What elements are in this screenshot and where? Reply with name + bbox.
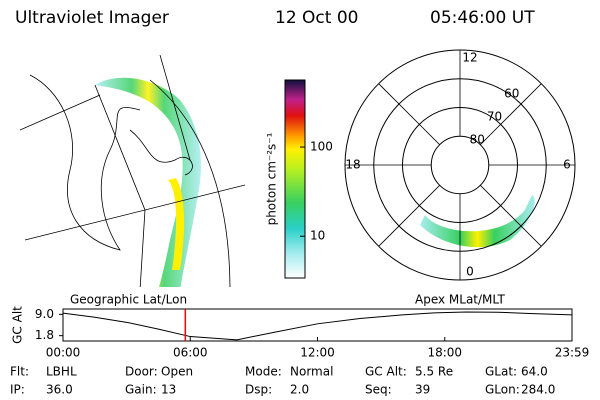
info-value: 64.0 — [521, 365, 548, 379]
colorbar — [285, 80, 305, 278]
polar-spoke — [480, 83, 542, 145]
x-tick-label: 06:00 — [173, 346, 208, 360]
time: 05:46:00 UT — [430, 8, 535, 28]
info-label: Flt: — [10, 365, 29, 379]
date: 12 Oct 00 — [275, 8, 358, 28]
x-tick-label: 18:00 — [427, 346, 462, 360]
info-value: 5.5 Re — [415, 365, 453, 379]
geo-map — [20, 55, 245, 287]
x-tick-label: 00:00 — [46, 346, 81, 360]
info-label: Seq: — [365, 383, 392, 397]
polar-hour-label: 6 — [563, 158, 571, 172]
polar-ring-label: 80 — [470, 133, 485, 147]
polar-spoke — [378, 185, 440, 247]
y-tick-label: 1.8 — [35, 328, 54, 342]
info-label: GLon: — [485, 383, 520, 397]
panel-label: Geographic Lat/Lon — [70, 293, 187, 307]
polar-ring — [430, 135, 490, 195]
title: Ultraviolet Imager — [15, 8, 169, 28]
info-value: 2.0 — [290, 383, 309, 397]
polar-ring — [373, 78, 547, 252]
info-label: Dsp: — [245, 383, 272, 397]
polar-hour-label: 12 — [462, 51, 477, 65]
colorbar-frame — [284, 79, 306, 279]
info-value: 36.0 — [46, 383, 73, 397]
polar-ring — [402, 107, 518, 223]
info-value: Open — [161, 365, 193, 379]
info-value: 284.0 — [521, 383, 555, 397]
altitude-line — [62, 311, 573, 341]
colorbar-label: photon cm⁻²s⁻¹ — [265, 132, 279, 225]
panel-label: Apex MLat/MLT — [415, 293, 505, 307]
polar-spoke — [378, 83, 440, 145]
y-tick-label: 9.0 — [35, 307, 54, 321]
info-label: GLat: — [485, 365, 517, 379]
info-value: Normal — [290, 365, 333, 379]
polar-aurora — [420, 195, 535, 248]
polar-ring-label: 70 — [487, 110, 502, 124]
info-value: 39 — [415, 383, 430, 397]
polar-spoke — [480, 185, 542, 247]
info-value: LBHL — [46, 365, 77, 379]
polar-hour-label: 18 — [345, 158, 360, 172]
info-label: IP: — [10, 383, 25, 397]
colorbar-tick-label: 100 — [310, 140, 333, 154]
x-tick-label: 12:00 — [300, 346, 335, 360]
x-tick-label: 23:59 — [555, 346, 590, 360]
info-label: Door: — [125, 365, 158, 379]
polar-hour-label: 0 — [466, 264, 474, 278]
colorbar-tick-label: 10 — [310, 229, 325, 243]
info-label: GC Alt: — [365, 365, 407, 379]
polar-ring-label: 60 — [504, 87, 519, 101]
info-label: Mode: — [245, 365, 282, 379]
y-axis-label: GC Alt — [11, 306, 25, 344]
info-label: Gain: — [125, 383, 157, 397]
info-value: 13 — [161, 383, 176, 397]
